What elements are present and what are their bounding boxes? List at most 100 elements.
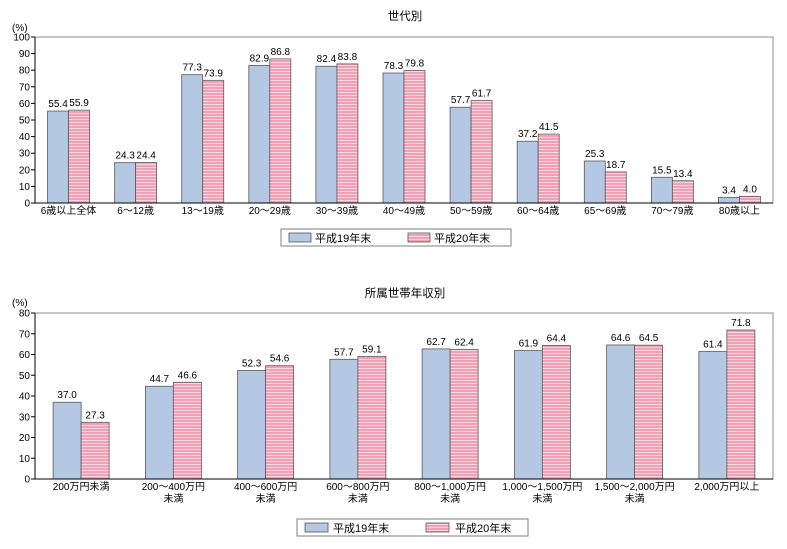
- income-chart-y-tick-label-4: 30: [19, 412, 31, 423]
- income-chart-category-label-3-line-1: 400～600万円: [234, 482, 297, 493]
- generation-chart-value-label-s2-5: 83.8: [338, 52, 358, 63]
- income-chart-category-label-1: 200万円未満: [53, 481, 110, 493]
- income-chart-value-label-s1-8: 61.4: [703, 340, 723, 351]
- generation-chart-category-label-5: 30～39歳: [316, 205, 358, 217]
- generation-chart-bar-s1-9: [583, 160, 606, 204]
- income-chart-bar-s2-6: [541, 344, 571, 480]
- generation-chart-category-label-9: 65～69歳: [584, 205, 626, 217]
- income-chart-category-label-4: 600～800万円未満: [326, 482, 389, 505]
- income-chart-value-label-s1-7: 64.6: [611, 333, 631, 344]
- generation-chart-y-tick-label-4: 30: [19, 149, 31, 160]
- generation-chart-value-label-s2-8: 41.5: [539, 122, 559, 133]
- income-chart-category-label-2-line-2: 未満: [163, 493, 183, 505]
- income-chart-value-label-s2-7: 64.5: [639, 333, 659, 344]
- income-chart-bar-s2-5: [449, 349, 479, 480]
- generation-chart-bar-s1-11: [718, 196, 740, 204]
- generation-chart-y-tick-label-7: 60: [19, 99, 31, 110]
- generation-chart-y-tick-label-3: 20: [19, 165, 31, 176]
- generation-chart-value-label-s1-2: 24.3: [115, 151, 135, 162]
- income-chart-value-label-s1-2: 44.7: [150, 374, 170, 385]
- income-chart-category-label-4-line-2: 未満: [348, 493, 368, 505]
- income-chart-value-label-s1-6: 61.9: [519, 339, 539, 350]
- generation-chart-value-label-s2-2: 24.4: [136, 150, 156, 161]
- generation-chart-category-label-3: 13～19歳: [182, 205, 224, 217]
- income-chart: 所属世帯年収別 (%) 0 10 20 30 40 50 60 70 80 37.0 27.3 200…: [12, 286, 774, 537]
- generation-chart-category-label-2: 6～12歳: [117, 205, 154, 217]
- income-chart-category-label-6-line-2: 未満: [532, 493, 552, 505]
- income-chart-bar-s1-4: [329, 358, 359, 480]
- generation-chart-bar-s1-8: [516, 140, 539, 204]
- income-chart-y-tick-label-3: 20: [19, 433, 31, 444]
- income-chart-category-label-7-line-2: 未満: [625, 493, 645, 505]
- generation-chart-bar-s1-6: [382, 72, 405, 204]
- generation-chart-bar-s1-4: [248, 64, 271, 204]
- income-chart-category-label-3-line-2: 未満: [256, 493, 276, 505]
- generation-chart-value-label-s2-7: 61.7: [472, 89, 492, 100]
- generation-chart-bar-s2-11: [739, 195, 761, 204]
- generation-chart-value-label-s1-5: 82.4: [317, 54, 337, 65]
- income-chart-legend-label-1: 平成19年末: [333, 521, 389, 535]
- generation-chart-category-label-4: 20～29歳: [249, 205, 291, 217]
- generation-chart-value-label-s1-11: 3.4: [722, 185, 736, 196]
- generation-chart-value-label-s2-4: 86.8: [271, 47, 291, 58]
- income-chart-category-label-2: 200～400万円未満: [142, 482, 205, 505]
- income-chart-value-label-s2-1: 27.3: [85, 410, 105, 421]
- generation-chart-value-label-s1-3: 77.3: [182, 63, 202, 74]
- income-chart-value-label-s2-8: 71.8: [731, 318, 751, 329]
- income-chart-legend: 平成19年末 平成20年末: [296, 518, 529, 537]
- income-chart-legend-frame: [296, 518, 529, 537]
- income-chart-category-label-3: 400～600万円未満: [234, 482, 297, 505]
- generation-chart-category-label-11: 80歳以上: [719, 205, 760, 217]
- generation-chart-legend-label-2: 平成20年末: [434, 231, 490, 245]
- income-chart-category-label-6: 1,000～1,500万円未満: [502, 482, 582, 505]
- income-chart-bar-s1-2: [144, 385, 174, 480]
- generation-chart-category-label-7: 50～59歳: [450, 205, 492, 217]
- generation-chart-value-label-s2-11: 4.0: [743, 184, 757, 195]
- generation-chart-value-label-s1-4: 82.9: [250, 53, 270, 64]
- income-chart-value-label-s2-3: 54.6: [270, 354, 290, 365]
- income-chart-category-label-8: 2,000万円以上: [694, 481, 759, 493]
- income-chart-bar-s2-3: [265, 365, 295, 480]
- generation-chart-title: 世代別: [388, 10, 423, 23]
- generation-chart-value-label-s2-1: 55.9: [69, 98, 89, 109]
- income-chart-value-label-s2-4: 59.1: [362, 344, 382, 355]
- income-chart-value-label-s1-3: 52.3: [242, 358, 262, 369]
- generation-chart-legend-swatch-1: [288, 232, 312, 243]
- income-chart-y-tick-label-6: 50: [19, 371, 31, 382]
- generation-chart-value-label-s1-9: 25.3: [585, 149, 605, 160]
- income-chart-legend-swatch-1: [304, 522, 329, 533]
- income-chart-bar-s2-2: [172, 381, 202, 480]
- income-chart-y-tick-label-7: 60: [19, 350, 31, 361]
- generation-chart-bar-s1-1: [47, 110, 69, 204]
- income-chart-bar-s1-6: [513, 350, 543, 480]
- generation-chart-y-tick-label-11: 100: [13, 33, 30, 44]
- income-chart-category-label-7-line-1: 1,500～2,000万円: [595, 482, 675, 493]
- income-chart-category-label-8-line-1: 2,000万円以上: [694, 481, 759, 493]
- income-chart-legend-label-2: 平成20年末: [455, 521, 511, 535]
- generation-chart-category-label-8: 60～64歳: [517, 205, 559, 217]
- generation-chart-legend-swatch-2: [407, 232, 431, 243]
- income-chart-bar-s2-7: [634, 344, 664, 480]
- generation-chart-y-tick-label-10: 90: [19, 49, 31, 60]
- income-chart-category-label-5-line-2: 未満: [440, 493, 460, 505]
- generation-chart-value-label-s2-6: 79.8: [405, 59, 425, 70]
- generation-chart-plot: 0 10 20 30 40 50 60 70 80 90 100 55.4 55.9 6歳以上全体 24.3…: [13, 33, 774, 217]
- income-chart-value-label-s1-5: 62.7: [426, 337, 446, 348]
- generation-chart: 世代別 (%) 0 10 20 30 40 50 60 70 80 90 100 55.4 55.9 6歳…: [12, 10, 774, 247]
- generation-chart-bar-s2-6: [403, 70, 426, 204]
- income-chart-bar-s1-7: [606, 344, 636, 480]
- generation-chart-bar-s2-4: [269, 58, 292, 204]
- generation-chart-value-label-s1-6: 78.3: [384, 61, 404, 72]
- income-chart-y-tick-label-9: 80: [19, 309, 31, 320]
- generation-chart-bar-s2-5: [336, 63, 359, 204]
- generation-chart-bar-s2-2: [135, 162, 158, 204]
- generation-chart-y-tick-label-9: 80: [19, 66, 31, 77]
- income-chart-bar-s1-5: [421, 348, 451, 480]
- income-chart-bar-s2-4: [357, 355, 387, 480]
- generation-chart-category-label-10: 70～79歳: [651, 205, 693, 217]
- income-chart-bar-s1-1: [52, 401, 82, 480]
- generation-chart-y-tick-label-5: 40: [19, 132, 31, 143]
- generation-chart-bar-s2-3: [202, 79, 225, 204]
- income-chart-bar-s2-1: [80, 421, 110, 480]
- income-chart-value-label-s2-6: 64.4: [547, 333, 567, 344]
